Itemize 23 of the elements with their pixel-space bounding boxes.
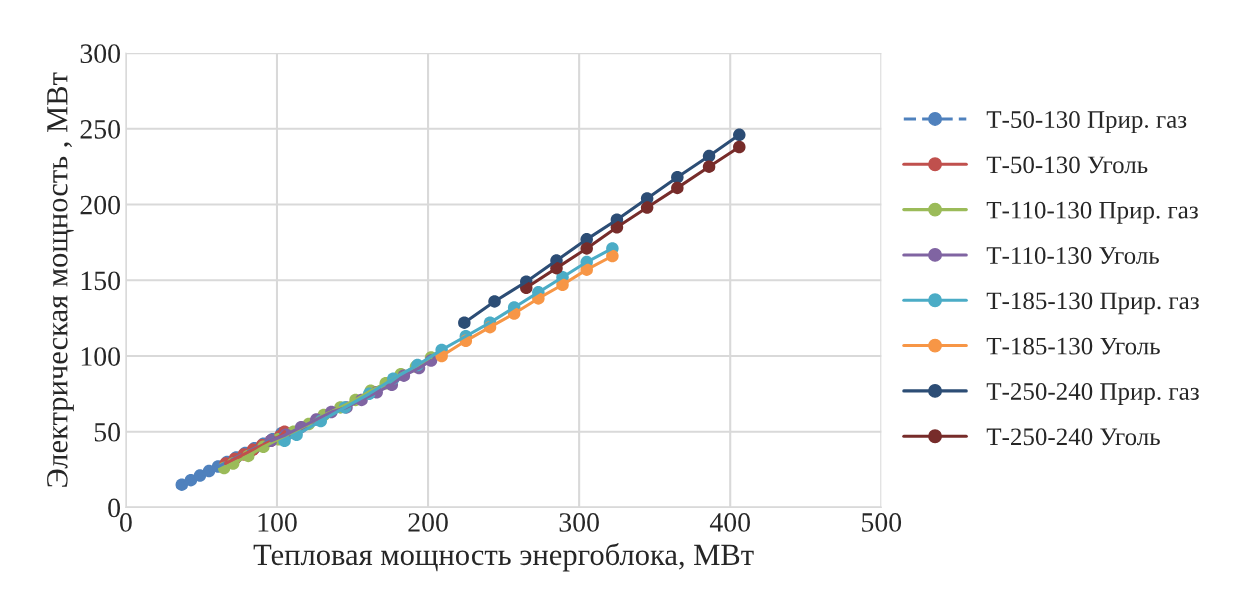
x-tick-label: 400 <box>709 513 750 532</box>
y-tick-label: 200 <box>80 195 120 215</box>
legend-label: Т-50-130 Уголь <box>986 156 1148 174</box>
x-tick-label: 300 <box>559 513 599 532</box>
x-tick-label: 200 <box>408 513 448 532</box>
legend-label: Т-250-240 Уголь <box>986 428 1160 446</box>
x-axis-title: Тепловая мощность энергоблока, МВт <box>253 543 754 572</box>
y-tick-label: 0 <box>108 498 120 518</box>
legend-label: Т-110-130 Уголь <box>986 247 1159 264</box>
x-tick-label: 500 <box>862 513 902 532</box>
legend-label: Т-50-130 Прир. газ <box>986 111 1187 134</box>
y-axis-title: Электрическая мощность , МВт <box>47 72 74 487</box>
legend-label: Т-110-130 Прир. газ <box>986 201 1198 224</box>
legend-label: Т-185-130 Прир. газ <box>986 292 1199 315</box>
legend-label: Т-185-130 Уголь <box>986 337 1160 355</box>
y-tick-label: 50 <box>94 422 120 442</box>
y-tick-label: 150 <box>81 271 120 291</box>
legend-label: Т-250-240 Прир. газ <box>986 383 1199 405</box>
y-tick-label: 300 <box>80 44 120 64</box>
y-tick-label: 250 <box>80 119 120 139</box>
y-tick-label: 100 <box>81 347 120 366</box>
x-tick-label: 0 <box>120 513 132 532</box>
x-tick-label: 100 <box>258 513 297 532</box>
